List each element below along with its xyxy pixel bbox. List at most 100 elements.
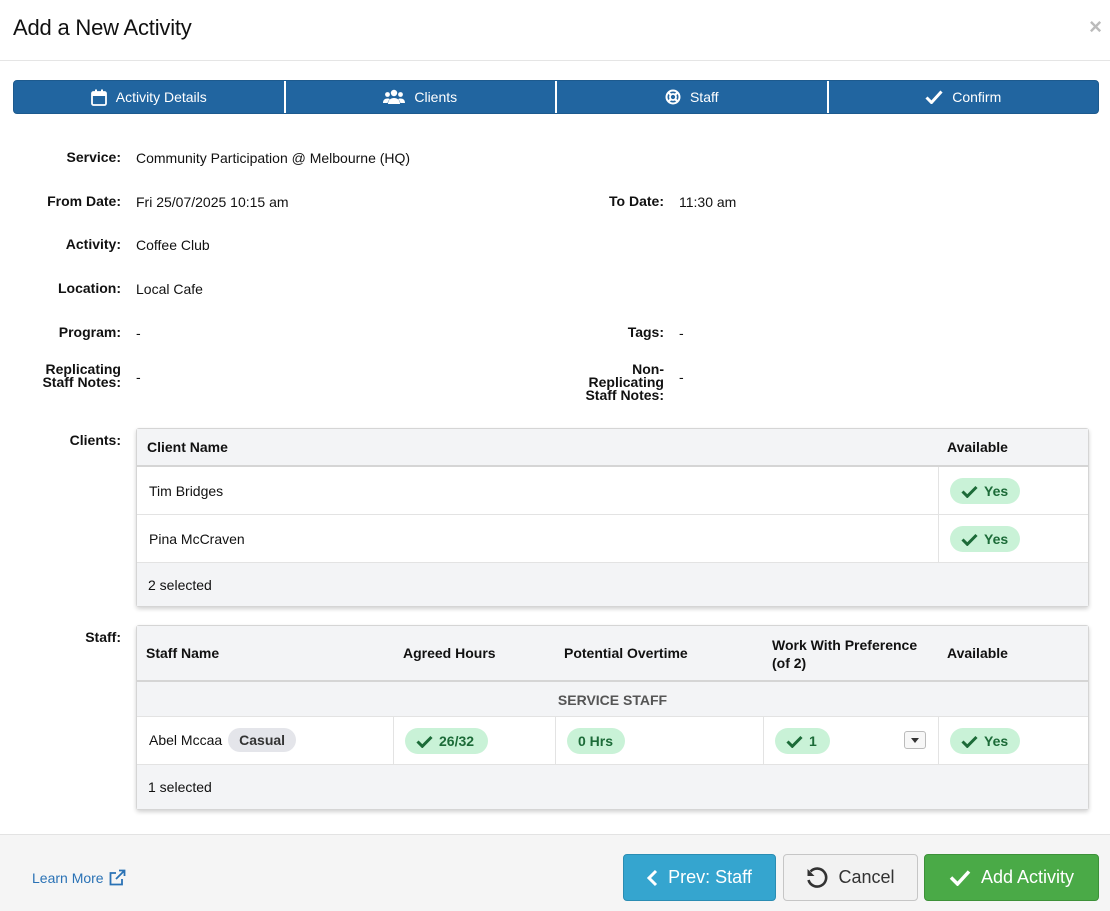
cell-divider: [938, 467, 939, 514]
location-value: Local Cafe: [136, 281, 203, 297]
check-icon: [786, 735, 803, 748]
staff-group-row: SERVICE STAFF: [137, 682, 1088, 717]
users-icon: [383, 89, 406, 104]
non-replicating-notes-label-line2: Replicating: [588, 374, 664, 390]
table-row[interactable]: Pina McCraven Yes: [137, 515, 1088, 563]
staff-name-header[interactable]: Staff Name: [146, 645, 220, 661]
non-replicating-notes-label-line1: Non-: [632, 361, 664, 377]
tags-value: -: [679, 325, 684, 341]
chevron-left-icon: [647, 869, 658, 886]
staff-name-cell: Abel Mccaa Casual: [149, 728, 297, 752]
activity-label: Activity:: [65, 236, 121, 252]
table-row[interactable]: Tim Bridges Yes: [137, 467, 1088, 515]
dialog-title: Add a New Activity: [13, 15, 192, 40]
overtime-badge: 0 Hrs: [567, 728, 626, 754]
preference-dropdown[interactable]: [904, 731, 926, 749]
external-link-icon: [109, 869, 125, 886]
cancel-label: Cancel: [838, 867, 895, 887]
replicating-notes-label-line1: Replicating: [45, 361, 121, 377]
check-icon: [925, 90, 943, 104]
non-replicating-notes-label: Non- Replicating Staff Notes:: [554, 361, 664, 402]
service-label: Service:: [66, 149, 121, 165]
agreed-hours-badge: 26/32: [405, 728, 489, 754]
employment-type-badge: Casual: [228, 728, 297, 752]
service-value: Community Participation @ Melbourne (HQ): [136, 150, 411, 166]
work-with-preference-header-line2: (of 2): [772, 655, 807, 671]
to-date-label: To Date:: [609, 193, 664, 209]
undo-icon: [807, 866, 828, 888]
staff-table: Staff Name Agreed Hours Potential Overti…: [136, 625, 1089, 810]
staff-label: Staff:: [85, 629, 121, 645]
available-badge: Yes: [950, 526, 1021, 552]
clients-selected-count: 2 selected: [148, 577, 212, 593]
check-icon: [949, 870, 971, 886]
tab-staff[interactable]: Staff: [557, 81, 829, 113]
table-row[interactable]: Abel Mccaa Casual 26/32 0 Hrs 1 Yes: [137, 717, 1088, 765]
non-replicating-notes-value: -: [679, 369, 684, 385]
tags-label: Tags:: [627, 324, 664, 340]
clients-table-footer: 2 selected: [137, 563, 1088, 606]
service-staff-group-label: SERVICE STAFF: [557, 692, 668, 708]
cancel-button[interactable]: Cancel: [783, 854, 918, 901]
staff-table-header: Staff Name Agreed Hours Potential Overti…: [137, 626, 1088, 682]
cell-divider: [763, 717, 764, 764]
close-icon[interactable]: ×: [1089, 14, 1102, 39]
agreed-hours-text: 26/32: [439, 733, 475, 749]
client-name: Tim Bridges: [149, 483, 224, 499]
check-icon: [416, 735, 433, 748]
work-with-preference-header[interactable]: Work With Preference (of 2): [772, 636, 917, 672]
client-name: Pina McCraven: [149, 531, 245, 547]
calendar-icon: [90, 89, 107, 106]
from-date-label: From Date:: [47, 193, 121, 209]
tab-staff-label: Staff: [689, 89, 719, 105]
potential-overtime-header[interactable]: Potential Overtime: [564, 645, 688, 661]
tab-confirm-label: Confirm: [952, 89, 1002, 105]
tab-confirm[interactable]: Confirm: [829, 81, 1099, 113]
check-icon: [961, 485, 978, 498]
to-date-value: 11:30 am: [679, 194, 737, 210]
cell-divider: [393, 717, 394, 764]
replicating-notes-value: -: [136, 369, 141, 385]
add-activity-button[interactable]: Add Activity: [924, 854, 1099, 901]
check-icon: [961, 735, 978, 748]
preference-badge: 1: [775, 728, 830, 754]
preference-text: 1: [809, 733, 817, 749]
work-with-preference-header-line1: Work With Preference: [772, 637, 918, 653]
available-text: Yes: [984, 483, 1009, 499]
location-label: Location:: [58, 280, 121, 296]
staff-available-header[interactable]: Available: [947, 645, 1008, 661]
clients-table-header: Client Name Available: [137, 429, 1088, 467]
tab-activity-details-label: Activity Details: [115, 89, 207, 105]
overtime-text: 0 Hrs: [578, 733, 614, 749]
tab-activity-details[interactable]: Activity Details: [14, 81, 286, 113]
staff-selected-count: 1 selected: [148, 779, 212, 795]
from-date-value: Fri 25/07/2025 10:15 am: [136, 194, 289, 210]
available-text: Yes: [984, 733, 1009, 749]
program-value: -: [136, 325, 141, 341]
dialog-footer: Learn More Prev: Staff Cancel Add Activi…: [0, 834, 1110, 911]
staff-table-footer: 1 selected: [137, 765, 1088, 809]
cell-divider: [938, 515, 939, 562]
program-label: Program:: [58, 324, 121, 340]
available-text: Yes: [984, 531, 1009, 547]
activity-value: Coffee Club: [136, 237, 210, 253]
client-available-header[interactable]: Available: [947, 439, 1008, 455]
cell-divider: [555, 717, 556, 764]
clients-label: Clients:: [69, 432, 121, 448]
add-activity-label: Add Activity: [980, 867, 1075, 887]
learn-more-link[interactable]: Learn More: [32, 869, 126, 887]
check-icon: [961, 533, 978, 546]
lifebuoy-icon: [665, 89, 681, 105]
dialog-header: Add a New Activity ×: [0, 0, 1110, 61]
tab-clients[interactable]: Clients: [286, 81, 557, 113]
staff-name: Abel Mccaa: [149, 732, 223, 748]
agreed-hours-header[interactable]: Agreed Hours: [403, 645, 496, 661]
available-badge: Yes: [950, 478, 1021, 504]
prev-staff-button[interactable]: Prev: Staff: [623, 854, 776, 901]
available-badge: Yes: [950, 728, 1021, 754]
clients-table: Client Name Available Tim Bridges Yes Pi…: [136, 428, 1089, 607]
wizard-steps: Activity Details Clients Staff Confirm: [13, 80, 1099, 114]
client-name-header[interactable]: Client Name: [147, 439, 228, 455]
replicating-notes-label: Replicating Staff Notes:: [11, 361, 121, 389]
tab-clients-label: Clients: [414, 89, 458, 105]
